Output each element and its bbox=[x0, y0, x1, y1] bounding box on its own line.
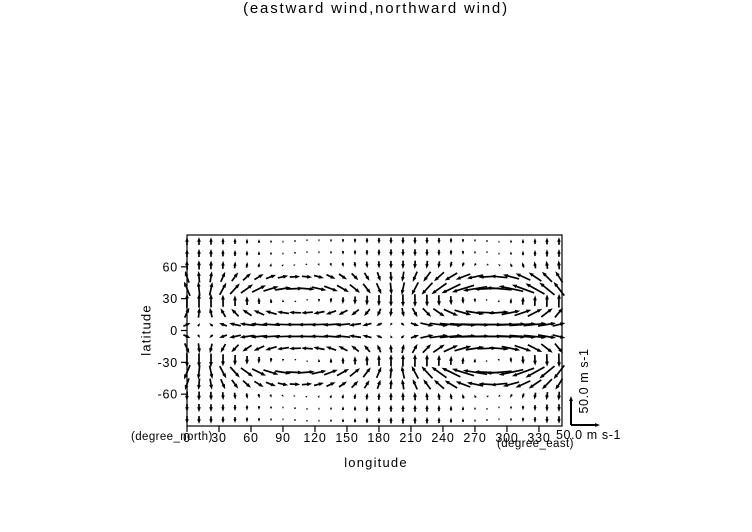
axis-ticks bbox=[181, 266, 540, 432]
x-tick-label: 300 bbox=[495, 431, 518, 445]
x-tick-label: 30 bbox=[211, 431, 227, 445]
x-tick-label: 180 bbox=[367, 431, 390, 445]
x-tick-label: 210 bbox=[399, 431, 422, 445]
axis-tick-labels: 0 30 60 90 120 150 180 210 240 270 300 330 -60 -30 0 30… bbox=[158, 260, 550, 445]
x-tick-label: 240 bbox=[431, 431, 454, 445]
reference-vector-label-horizontal: 50.0 m s-1 bbox=[556, 428, 622, 442]
y-tick-label: 60 bbox=[162, 260, 178, 274]
x-axis-title: longitude bbox=[344, 455, 408, 470]
wind-arrow-field bbox=[183, 237, 566, 424]
plot-frame bbox=[186, 234, 563, 427]
chart-title: (eastward wind,northward wind) bbox=[243, 0, 509, 17]
x-tick-label: 90 bbox=[275, 431, 291, 445]
x-tick-label: 330 bbox=[527, 431, 550, 445]
y-tick-label: 0 bbox=[170, 324, 178, 338]
x-axis-unit-label: (degree_east) bbox=[497, 438, 574, 450]
x-tick-label: 0 bbox=[183, 431, 191, 445]
y-tick-label: -60 bbox=[158, 388, 178, 402]
y-axis-unit-label: (degree_north) bbox=[131, 431, 213, 443]
x-tick-label: 120 bbox=[303, 431, 326, 445]
reference-arrows bbox=[569, 396, 600, 427]
x-tick-label: 270 bbox=[463, 431, 486, 445]
y-tick-label: -30 bbox=[158, 356, 178, 370]
y-tick-label: 30 bbox=[162, 292, 178, 306]
x-tick-label: 60 bbox=[243, 431, 259, 445]
x-tick-label: 150 bbox=[335, 431, 358, 445]
